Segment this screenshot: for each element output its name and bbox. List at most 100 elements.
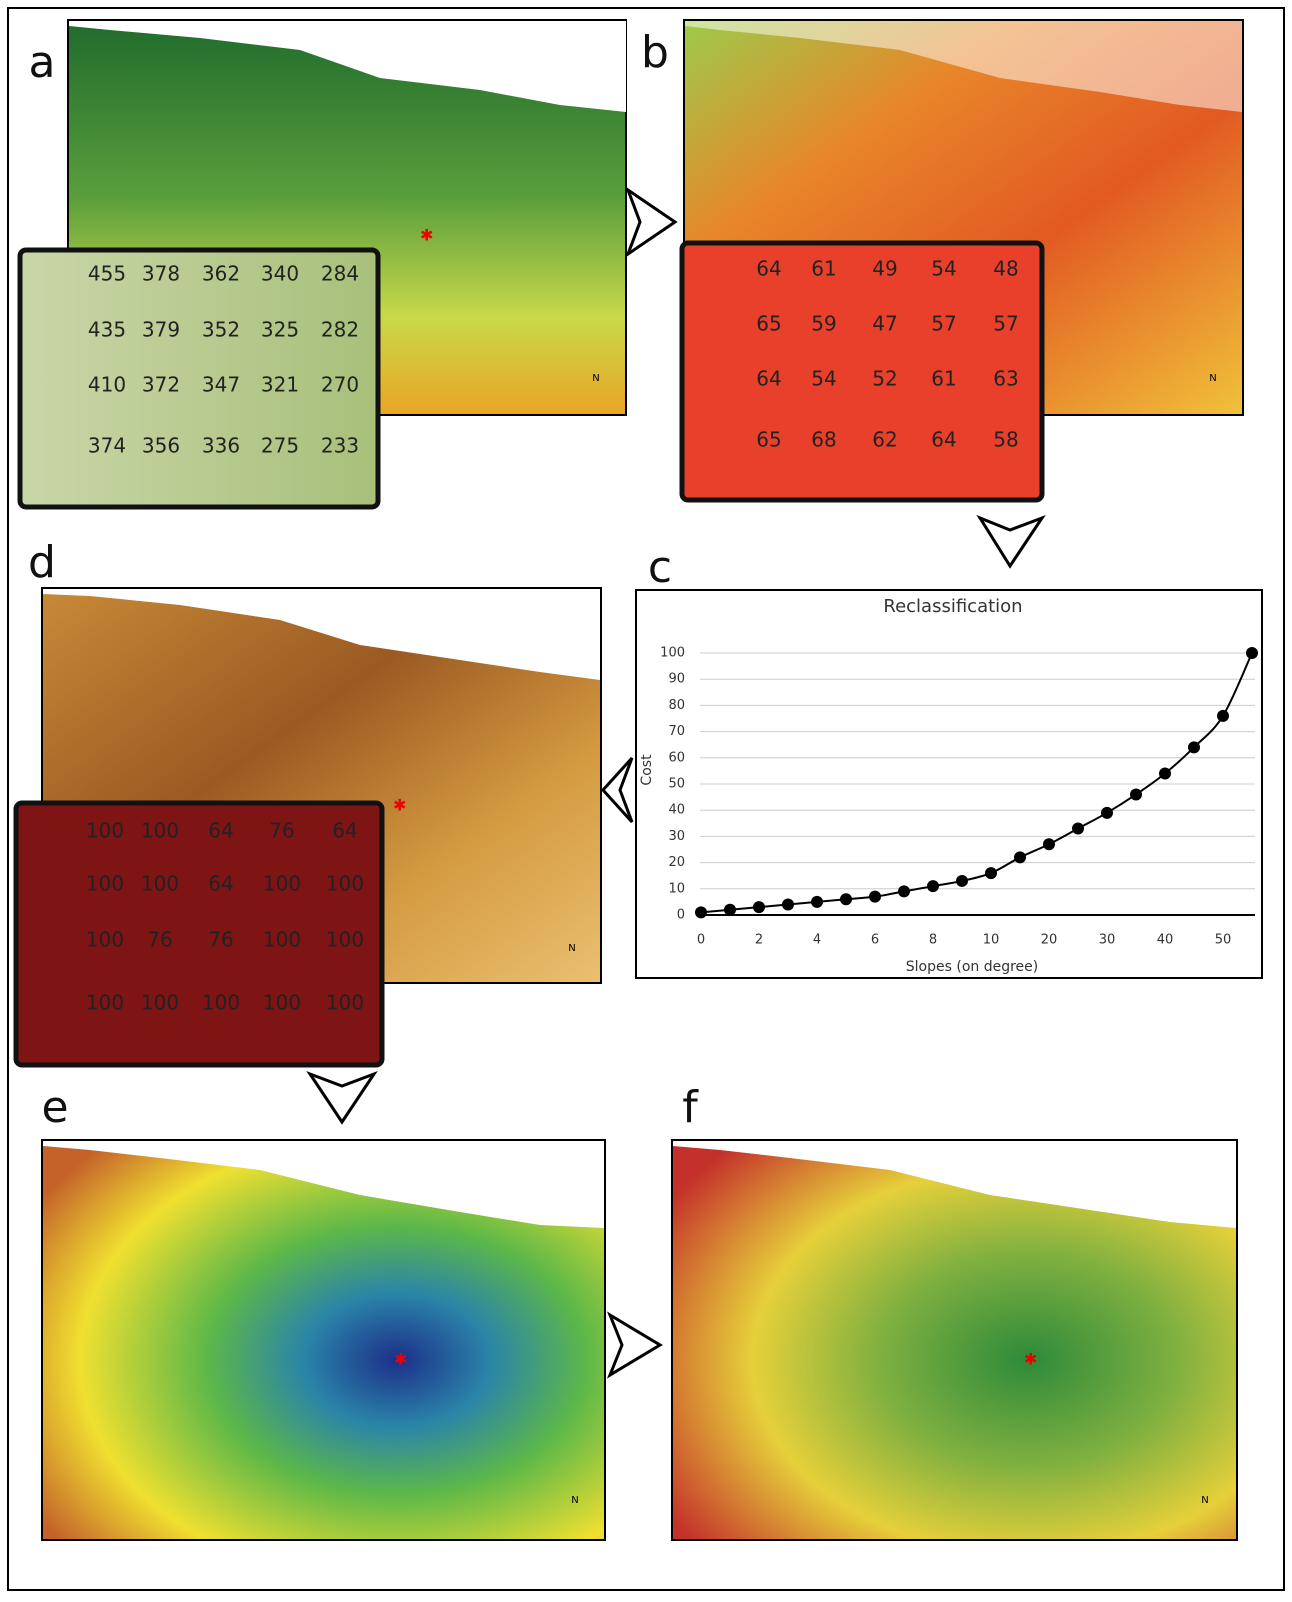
x-axis-label: Slopes (on degree) [906,959,1038,975]
grid-cell: 57 [993,312,1018,336]
y-tick-label: 50 [668,777,685,792]
grid-cell: 76 [147,928,172,952]
north-label: N [592,373,599,384]
y-tick-label: 70 [668,724,685,739]
point [985,867,997,880]
grid-cell: 356 [142,434,180,458]
site-marker: ✱ [393,796,406,815]
coast-mask [43,589,600,680]
point [898,885,910,898]
grid-cell: 64 [756,257,781,281]
north-label: N [568,943,575,954]
panel-label: a [29,37,56,88]
y-tick-label: 80 [668,698,685,713]
point [1072,822,1084,835]
grid-cell: 64 [208,872,233,896]
point [1101,806,1113,819]
grid-cell: 64 [332,819,357,843]
grid-cell: 372 [142,373,180,397]
coast-mask [43,1141,604,1228]
point [1188,741,1200,754]
point [869,890,881,903]
coast-mask [673,1141,1236,1228]
point [724,903,736,916]
grid-cell: 76 [208,928,233,952]
y-tick-label: 30 [668,829,685,844]
arrow [600,756,634,824]
north-label: N [1209,373,1216,384]
inset-d [13,800,385,1068]
x-tick-label: 2 [755,933,763,948]
grid-cell: 61 [931,367,956,391]
grid-cell: 378 [142,262,180,286]
arrow [976,514,1046,569]
grid-cell: 282 [321,318,359,342]
grid-cell: 100 [86,872,124,896]
panel-label: b [641,27,669,78]
point [1159,767,1171,780]
grid-cell: 54 [811,367,836,391]
grid-cell: 100 [86,928,124,952]
grid-cell: 100 [263,928,301,952]
panel-label: d [28,537,56,588]
grid-cell: 61 [811,257,836,281]
point [753,901,765,914]
grid-cell: 284 [321,262,359,286]
grid-cell: 100 [141,819,179,843]
grid-cell: 455 [88,262,126,286]
grid-cell: 100 [263,872,301,896]
site-marker: ✱ [394,1350,407,1369]
point [927,880,939,893]
x-tick-label: 8 [929,933,937,948]
grid-cell: 275 [261,434,299,458]
chart-title: Reclassification [883,596,1022,617]
grid-cell: 57 [931,312,956,336]
grid-cell: 100 [202,991,240,1015]
grid-cell: 352 [202,318,240,342]
grid-cell: 340 [261,262,299,286]
grid-cell: 321 [261,373,299,397]
grid-cell: 65 [756,428,781,452]
point [1246,647,1258,659]
grid-cell: 100 [141,872,179,896]
grid-cell: 76 [269,819,294,843]
grid-cell: 47 [872,312,897,336]
point [782,898,794,911]
panel-label: f [682,1082,699,1133]
grid-cell: 325 [261,318,299,342]
grid-cell: 54 [931,257,956,281]
grid-cell: 100 [141,991,179,1015]
site-marker: ✱ [420,226,433,245]
grid-cell: 59 [811,312,836,336]
y-tick-label: 40 [668,803,685,818]
point [1130,788,1142,801]
grid-cell: 410 [88,373,126,397]
site-marker: ✱ [1024,1350,1037,1369]
x-tick-label: 20 [1041,933,1058,948]
arrow [624,186,678,258]
grid-cell: 64 [931,428,956,452]
x-tick-label: 40 [1157,933,1174,948]
grid-cell: 100 [86,819,124,843]
grid-cell: 270 [321,373,359,397]
x-tick-label: 4 [813,933,821,948]
panel-label: e [41,1082,68,1133]
grid-cell: 100 [326,872,364,896]
grid-cell: 435 [88,318,126,342]
y-tick-label: 90 [668,672,685,687]
x-tick-label: 30 [1099,933,1116,948]
x-tick-label: 0 [697,933,705,948]
point [1014,851,1026,864]
y-axis-label: Cost [639,754,655,786]
x-tick-label: 50 [1215,933,1232,948]
maps: ✱ ✱ ✱ ✱ [13,19,1263,1541]
grid-cell: 58 [993,428,1018,452]
grid-cell: 100 [326,991,364,1015]
grid-cell: 233 [321,434,359,458]
grid-cell: 64 [756,367,781,391]
y-tick-label: 20 [668,855,685,870]
grid-cell: 336 [202,434,240,458]
grid-cell: 64 [208,819,233,843]
x-tick-label: 10 [983,933,1000,948]
